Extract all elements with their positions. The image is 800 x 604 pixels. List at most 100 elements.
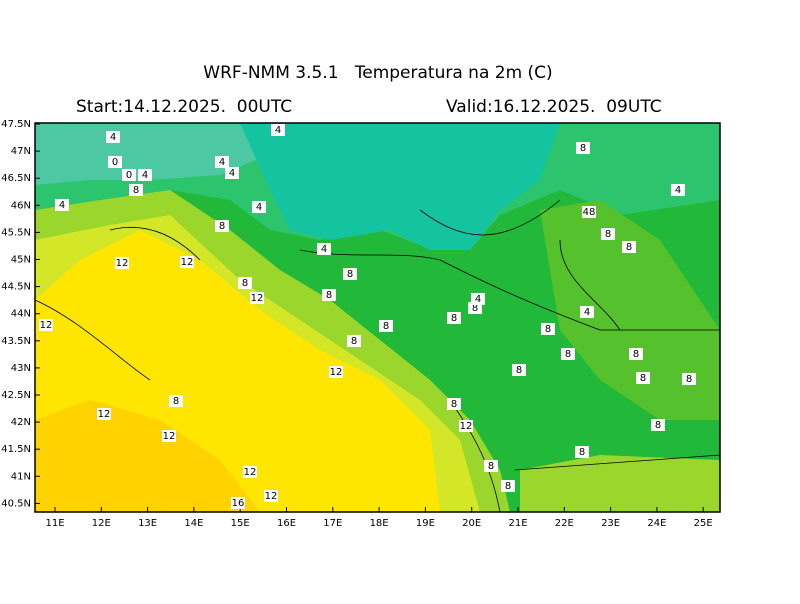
contour-label-bg — [55, 199, 69, 211]
field-cold — [35, 123, 300, 185]
field-green-east — [540, 200, 720, 420]
contour-label: 12 — [40, 320, 53, 331]
field-teal — [240, 123, 560, 250]
valid-time: Valid:16.12.2025. 09UTC — [446, 97, 662, 117]
contour-label-bg — [317, 243, 331, 255]
contour-label: 4 — [256, 202, 262, 213]
contour-label-bg — [447, 398, 461, 410]
contour-label-bg — [622, 241, 636, 253]
contour-label: 8 — [686, 374, 692, 385]
contour-label-bg — [215, 220, 229, 232]
contour-label: 8 — [451, 313, 457, 324]
contour-label: 8 — [173, 396, 179, 407]
contour-label-bg — [231, 497, 245, 509]
lon-label: 18E — [370, 518, 389, 529]
contour-label-bg — [180, 256, 194, 268]
temperature-field — [35, 123, 720, 512]
contour-label: 4 — [475, 294, 481, 305]
contour-label-bg — [129, 184, 143, 196]
contour-label: 12 — [181, 257, 194, 268]
contour-label-bg — [629, 348, 643, 360]
contour-label: 8 — [633, 349, 639, 360]
contour-label-bg — [138, 169, 152, 181]
contour-label-bg — [264, 490, 278, 502]
start-time: Start:14.12.2025. 00UTC — [76, 97, 292, 117]
lat-label: 43N — [11, 363, 31, 374]
contour-label-bg — [561, 348, 575, 360]
contour-label: 8 — [626, 242, 632, 253]
contour-label: 4 — [275, 125, 281, 136]
contour-label-bg — [379, 320, 393, 332]
lon-label: 14E — [184, 518, 203, 529]
contour-label: 4 — [142, 170, 148, 181]
contour-label-bg — [106, 131, 120, 143]
contour-label-bg — [122, 169, 136, 181]
contour-label: 8 — [472, 303, 478, 314]
contour-label-bg — [250, 292, 264, 304]
field-warmest — [35, 400, 260, 512]
contour-label: 12 — [98, 409, 111, 420]
contour-label: 4 — [59, 200, 65, 211]
contour-label-bg — [225, 167, 239, 179]
contour-label-bg — [651, 419, 665, 431]
contour-label: 8 — [545, 324, 551, 335]
contour-label-bg — [39, 319, 53, 331]
lat-label: 40.5N — [1, 498, 31, 509]
lat-label: 45.5N — [1, 227, 31, 238]
contour-label: 8 — [133, 185, 139, 196]
contour-label-bg — [169, 395, 183, 407]
lat-label: 46N — [11, 200, 31, 211]
contour-label: 8 — [351, 336, 357, 347]
contour-label: 4 — [321, 244, 327, 255]
lat-label: 45N — [11, 255, 31, 266]
contour-label-bg — [215, 156, 229, 168]
contour-label-bg — [347, 335, 361, 347]
contour-label: 12 — [163, 431, 176, 442]
lon-label: 19E — [416, 518, 435, 529]
contour-label-bg — [471, 293, 485, 305]
lat-label: 41.5N — [1, 444, 31, 455]
contour-label-bg — [580, 306, 594, 318]
lon-label: 22E — [555, 518, 574, 529]
contour-label: 8 — [347, 269, 353, 280]
contour-label-bg — [541, 323, 555, 335]
lat-label: 44.5N — [1, 282, 31, 293]
contour-label: 12 — [265, 491, 278, 502]
title: WRF-NMM 3.5.1 Temperatura na 2m (C) — [203, 63, 552, 83]
contour-label: 8 — [219, 221, 225, 232]
contour-label: 0 — [112, 157, 118, 168]
contour-label-bg — [459, 420, 473, 432]
lon-label: 20E — [462, 518, 481, 529]
lon-label: 21E — [508, 518, 527, 529]
contour-label: 8 — [579, 447, 585, 458]
contour-label-bg — [512, 364, 526, 376]
contour-label: 8 — [488, 461, 494, 472]
contour-label-bg — [576, 142, 590, 154]
contour-label: 8 — [505, 481, 511, 492]
contour-label-bg — [115, 257, 129, 269]
lon-label: 16E — [277, 518, 296, 529]
contour-label: 16 — [232, 498, 245, 509]
contour-label: 48 — [583, 207, 596, 218]
lon-label: 15E — [231, 518, 250, 529]
contour-label-bg — [343, 268, 357, 280]
lon-label: 17E — [323, 518, 342, 529]
contour-label-bg — [252, 201, 266, 213]
contour-label: 8 — [655, 420, 661, 431]
contour-label-bg — [108, 156, 122, 168]
lon-label: 23E — [601, 518, 620, 529]
contour-label-bg — [329, 366, 343, 378]
lat-label: 47N — [11, 146, 31, 157]
contour-label-bg — [484, 460, 498, 472]
lat-label: 43.5N — [1, 336, 31, 347]
lat-label: 41N — [11, 471, 31, 482]
contour-label: 8 — [383, 321, 389, 332]
contour-label-bg — [501, 480, 515, 492]
contour-label-bg — [636, 372, 650, 384]
lat-label: 42.5N — [1, 390, 31, 401]
contour-label-bg — [97, 408, 111, 420]
lat-label: 47.5N — [1, 119, 31, 130]
contour-label: 4 — [219, 157, 225, 168]
contour-label: 8 — [326, 290, 332, 301]
